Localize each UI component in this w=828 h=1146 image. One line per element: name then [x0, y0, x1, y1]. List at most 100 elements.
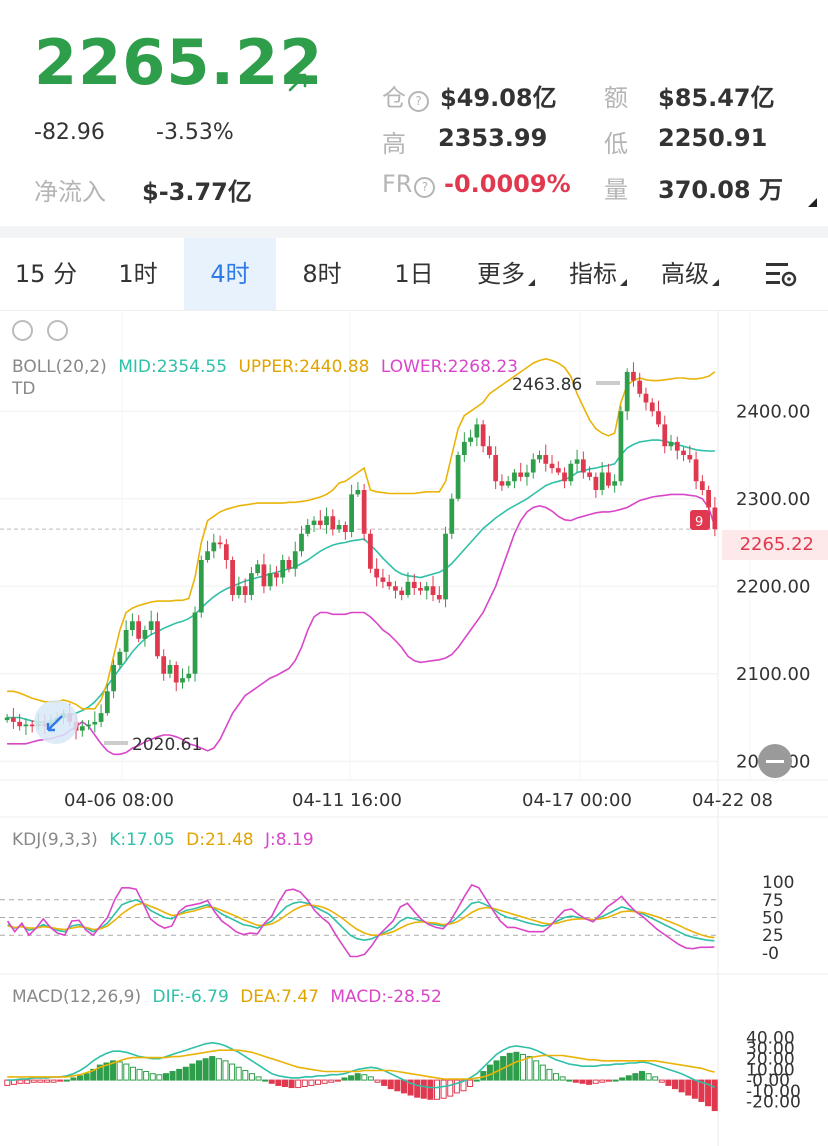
tab-8h[interactable]: 8时 — [276, 238, 368, 310]
candle — [587, 466, 592, 481]
macd-bar — [367, 1076, 374, 1081]
candle — [361, 483, 367, 541]
tab-advanced[interactable]: 高级 — [644, 238, 736, 310]
macd-bar — [592, 1079, 599, 1084]
macd-bar — [315, 1079, 322, 1085]
macd-bar — [37, 1079, 44, 1083]
candle — [17, 714, 23, 731]
td-label: TD — [11, 379, 35, 399]
tab-more[interactable]: 更多 — [460, 238, 552, 310]
stat-label: 低 — [604, 130, 628, 158]
candle — [436, 586, 442, 603]
candle — [449, 493, 455, 539]
candle — [612, 474, 618, 493]
candle — [430, 575, 436, 602]
stat-label: 高 — [382, 130, 406, 158]
price-tick: 2200.00 — [736, 576, 810, 597]
tab-label: 1日 — [394, 260, 434, 288]
time-tick: 04-17 00:00 — [522, 790, 632, 811]
settings-sliders-icon[interactable] — [764, 260, 798, 288]
candle — [249, 567, 254, 601]
macd-bar — [262, 1079, 269, 1082]
price-grid — [0, 310, 751, 1146]
macd-bar — [202, 1058, 209, 1081]
macd-bar — [222, 1060, 229, 1081]
arrow-up-right-icon — [288, 73, 307, 92]
macd-bar — [63, 1079, 70, 1082]
candle — [580, 451, 586, 479]
candle — [374, 558, 380, 587]
kdj-legend[interactable]: KDJ(9,3,3) K:17.05 D:21.48 J:8.19 — [12, 830, 314, 850]
stat-value: $85.47亿 — [658, 84, 775, 112]
macd-bar — [169, 1071, 176, 1081]
macd-bar — [215, 1058, 222, 1081]
macd-legend[interactable]: MACD(12,26,9) DIF:-6.79 DEA:7.47 MACD:-2… — [12, 987, 442, 1007]
pan-icon[interactable] — [34, 700, 78, 744]
boll-lower-line — [7, 493, 716, 756]
macd-bar — [156, 1074, 163, 1081]
candle — [336, 519, 342, 533]
kdj-j: J:8.19 — [264, 830, 314, 850]
gear-icon[interactable] — [47, 320, 68, 341]
help-icon[interactable]: ? — [414, 177, 436, 198]
help-icon[interactable]: ? — [408, 91, 429, 112]
macd-bar — [123, 1063, 130, 1081]
macd-bar — [533, 1060, 540, 1081]
candle — [286, 556, 292, 573]
expand-triangle-icon[interactable] — [808, 198, 817, 207]
macd-bar — [136, 1068, 143, 1081]
tab-label: 1时 — [118, 260, 158, 288]
candle — [487, 435, 492, 459]
candle — [649, 398, 655, 417]
macd-bar — [129, 1066, 136, 1081]
tab-indicators[interactable]: 指标 — [552, 238, 644, 310]
stat-value: -0.0009% — [444, 170, 571, 198]
macd-bar — [341, 1077, 348, 1081]
candle — [424, 581, 430, 600]
macd-bar — [196, 1060, 203, 1081]
tab-1d[interactable]: 1日 — [368, 238, 460, 310]
candle — [186, 665, 192, 682]
macd-bar — [539, 1064, 546, 1081]
macd-bar — [645, 1073, 652, 1081]
tab-label: 15 分 — [14, 260, 78, 288]
zoom-out-icon[interactable] — [758, 744, 792, 778]
macd-bar — [17, 1079, 24, 1084]
macd-bar — [467, 1079, 474, 1087]
tab-15m[interactable]: 15 分 — [0, 238, 92, 310]
time-tick: 04-06 08:00 — [64, 790, 174, 811]
stat-funding-rate[interactable]: FR? — [382, 170, 436, 198]
netflow-value: $-3.77亿 — [142, 178, 252, 206]
candle — [411, 574, 417, 595]
kdj-tick: 25 — [762, 926, 784, 946]
kdj-j-line — [6, 883, 715, 958]
candle — [656, 400, 661, 427]
tab-label: 指标 — [569, 260, 617, 288]
candle — [217, 535, 223, 549]
candle — [311, 516, 317, 532]
macd-bar — [268, 1079, 275, 1084]
macd-bar — [427, 1079, 434, 1100]
tab-4h[interactable]: 4时 — [184, 238, 276, 310]
dropdown-triangle-icon — [620, 279, 627, 286]
macd-bar — [400, 1079, 407, 1094]
boll-mid: MID:2354.55 — [118, 357, 227, 377]
boll-legend[interactable]: BOLL(20,2) MID:2354.55 UPPER:2440.88 LOW… — [12, 357, 518, 377]
tab-1h[interactable]: 1时 — [92, 238, 184, 310]
macd-bar — [605, 1079, 612, 1082]
macd-bar — [513, 1051, 520, 1081]
candle — [537, 450, 542, 463]
macd-bar — [176, 1068, 183, 1081]
eye-toggle-icon[interactable] — [12, 320, 33, 341]
candle — [211, 533, 217, 559]
macd-name: MACD(12,26,9) — [12, 987, 141, 1007]
tab-label: 高级 — [661, 260, 709, 288]
stat-open-interest[interactable]: 仓? — [382, 78, 429, 113]
candle — [662, 415, 668, 454]
kdj-tick: 100 — [762, 873, 794, 893]
macd-bar — [638, 1071, 645, 1081]
dropdown-triangle-icon — [712, 279, 719, 286]
time-axis: 04-06 08:00 04-11 16:00 04-17 00:00 04-22 0… — [0, 779, 828, 811]
